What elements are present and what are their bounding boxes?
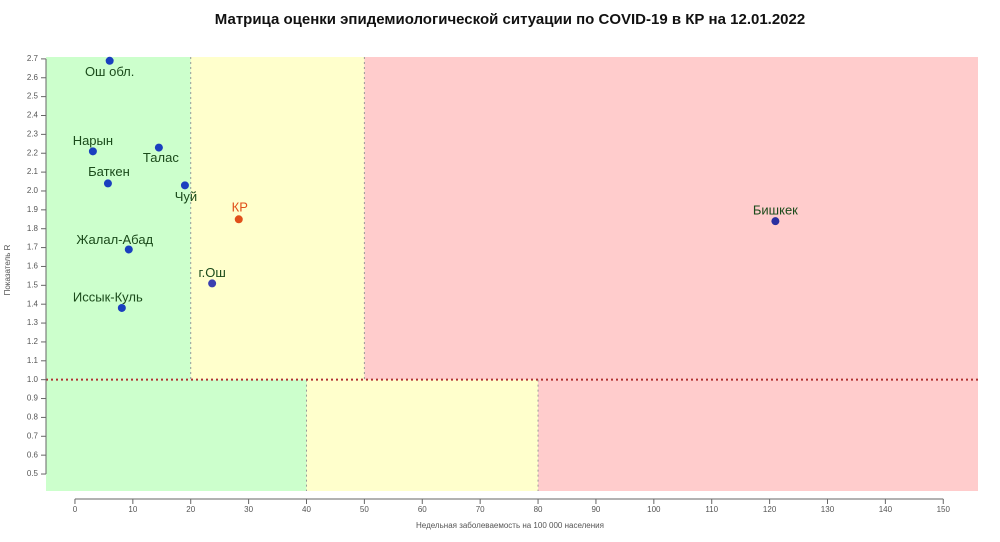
point-label: Баткен [88,164,130,179]
point-label: Ош обл. [85,64,134,79]
point-label: г.Ош [198,265,225,280]
y-tick-label: 1.5 [27,280,39,289]
y-tick-label: 1.0 [27,375,39,384]
point [154,143,163,152]
y-tick-label: 1.9 [27,205,39,214]
point-label: Нарын [73,133,113,148]
y-tick-label: 1.1 [27,356,39,365]
zone [190,57,365,380]
y-tick-label: 2.6 [27,73,39,82]
x-tick-label: 50 [360,505,369,514]
x-tick-label: 120 [763,505,777,514]
y-tick-label: 1.2 [27,337,39,346]
x-tick-label: 0 [73,505,78,514]
x-tick-label: 130 [821,505,835,514]
y-tick-label: 0.7 [27,431,39,440]
y-tick-label: 1.6 [27,262,39,271]
x-tick-label: 30 [244,505,253,514]
point-label: Чуй [175,189,197,204]
point [103,179,112,188]
y-tick-label: 2.2 [27,148,39,157]
x-tick-label: 40 [302,505,311,514]
y-tick-label: 1.3 [27,318,39,327]
x-tick-label: 140 [879,505,893,514]
x-axis-label: Недельная заболеваемость на 100 000 насе… [416,521,604,530]
y-tick-label: 1.4 [27,299,39,308]
y-tick-label: 2.7 [27,54,39,63]
point-label: КР [232,200,248,215]
chart-title: Матрица оценки эпидемиологической ситуац… [215,11,805,28]
zone [46,379,307,491]
zone [306,379,539,491]
zone [46,57,191,380]
y-tick-label: 2.1 [27,167,39,176]
point [105,56,114,65]
y-tick-label: 0.6 [27,450,39,459]
y-tick-label: 2.5 [27,92,39,101]
x-tick-label: 60 [418,505,427,514]
y-tick-label: 0.9 [27,394,39,403]
point-label: Бишкек [753,203,798,218]
x-tick-label: 90 [591,505,600,514]
x-tick-label: 110 [705,505,718,514]
x-tick-label: 20 [186,505,195,514]
y-tick-label: 2.3 [27,129,39,138]
y-tick-label: 2.0 [27,186,39,195]
point-label: Иссык-Куль [73,289,143,304]
zone [364,57,978,380]
point [180,181,189,190]
point-label: Жалал-Абад [76,232,153,247]
point [234,215,243,224]
y-tick-label: 0.5 [27,469,39,478]
x-tick-label: 150 [937,505,951,514]
y-tick-label: 1.8 [27,224,39,233]
x-tick-label: 80 [534,505,543,514]
point [88,147,97,156]
point [124,245,133,254]
x-tick-label: 10 [128,505,137,514]
point [208,279,217,288]
y-tick-label: 1.7 [27,243,39,252]
x-tick-label: 70 [476,505,485,514]
point-label: Талас [143,150,179,165]
point [771,217,780,226]
point [117,303,126,312]
y-tick-label: 0.8 [27,413,39,422]
x-tick-label: 100 [647,505,661,514]
y-tick-label: 2.4 [27,111,39,120]
zone [538,379,978,491]
y-axis-label: Показатель R [3,244,12,295]
